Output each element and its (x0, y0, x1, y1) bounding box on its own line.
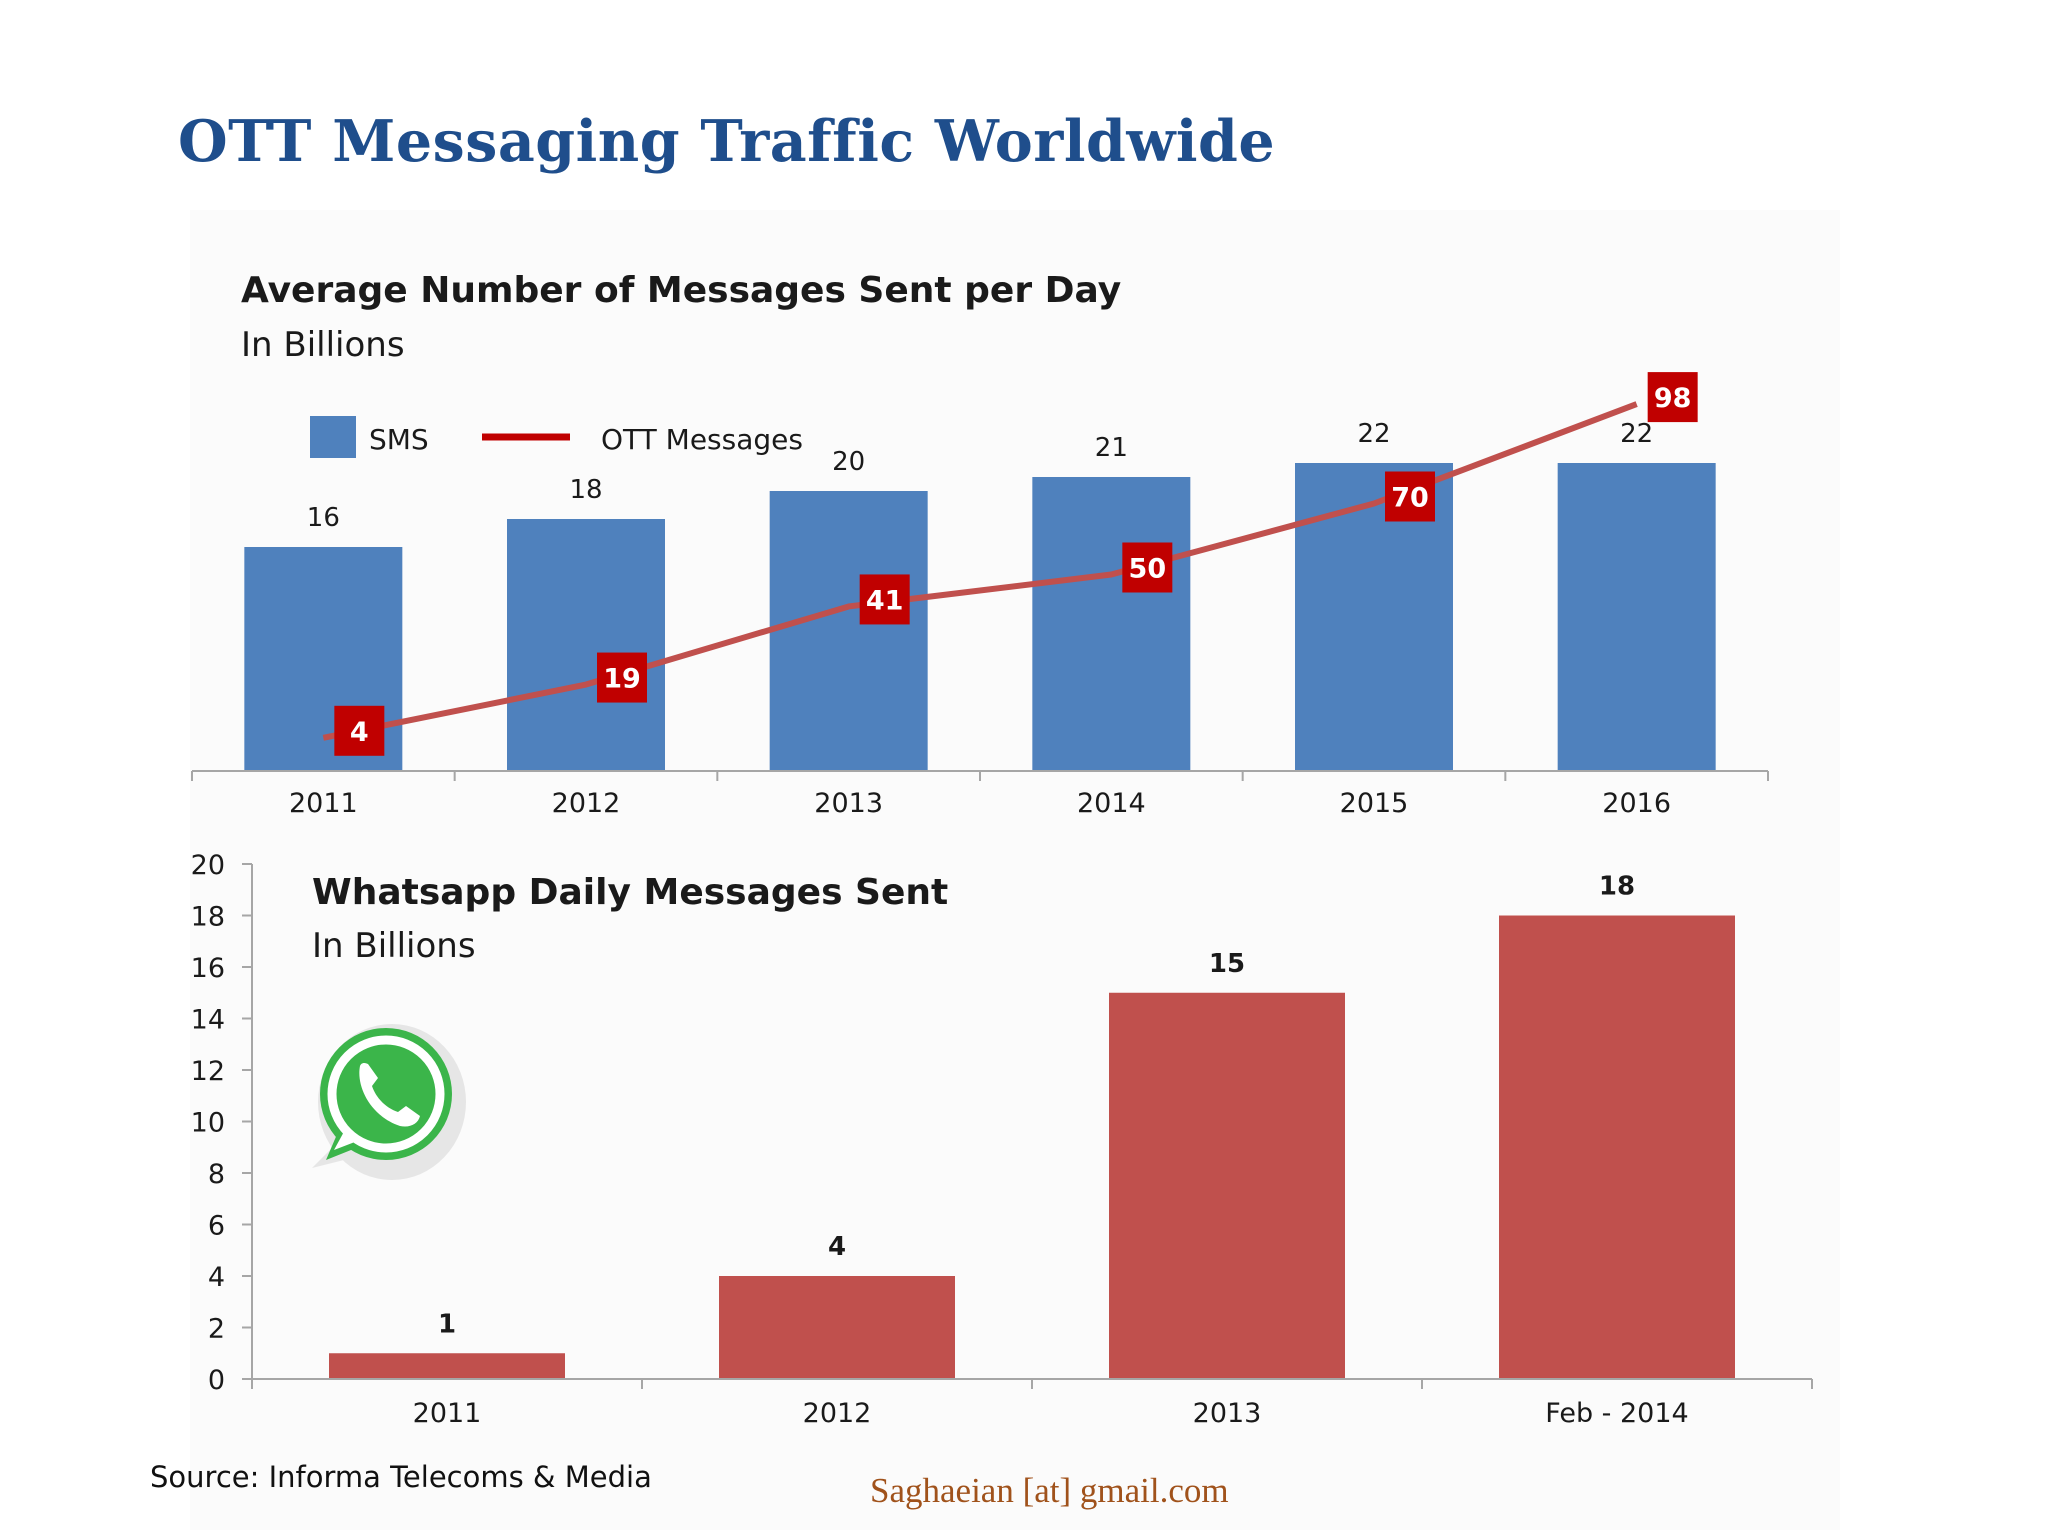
sms-value-label: 18 (569, 475, 602, 505)
whatsapp-y-tick-label: 18 (191, 902, 225, 933)
ott-value-label: 4 (350, 717, 369, 748)
top-chart-legend: SMS OTT Messages (310, 416, 803, 458)
sms-bar (1557, 463, 1716, 771)
sms-value-label: 22 (1620, 419, 1653, 449)
whatsapp-x-tick-label: 2013 (1193, 1398, 1262, 1429)
whatsapp-y-axis: 0 2 4 6 8 10 12 14 16 18 20 (191, 850, 253, 1396)
legend-label-sms: SMS (369, 423, 429, 456)
page-title: OTT Messaging Traffic Worldwide (178, 108, 1276, 175)
top-x-tick-label: 2011 (289, 788, 358, 819)
whatsapp-y-tick-label: 10 (191, 1108, 225, 1139)
sms-value-label: 22 (1357, 419, 1390, 449)
ott-value-badge (859, 574, 910, 625)
sms-bar (507, 519, 665, 771)
whatsapp-y-tick-label: 12 (191, 1056, 225, 1087)
sms-bars: 16 18 20 21 22 22 (244, 419, 1716, 771)
whatsapp-x-tick-label: Feb - 2014 (1545, 1398, 1688, 1429)
ott-value-badge (1647, 372, 1698, 423)
top-chart-title: Average Number of Messages Sent per Day (241, 270, 1121, 311)
whatsapp-value-label: 1 (438, 1309, 456, 1339)
whatsapp-y-tick-label: 4 (208, 1262, 225, 1293)
whatsapp-value-label: 15 (1209, 949, 1245, 979)
sms-bar (769, 491, 928, 771)
ott-value-label: 70 (1391, 483, 1429, 514)
whatsapp-y-tick-label: 0 (208, 1365, 225, 1396)
whatsapp-y-tick-label: 16 (191, 953, 225, 984)
ott-value-label: 98 (1654, 383, 1692, 414)
whatsapp-value-label: 18 (1599, 872, 1635, 902)
sms-value-label: 21 (1095, 433, 1128, 463)
whatsapp-value-label: 4 (828, 1232, 846, 1262)
sms-bar (1032, 477, 1191, 771)
top-chart-subtitle: In Billions (241, 325, 405, 365)
whatsapp-x-tick-label: 2011 (413, 1398, 482, 1429)
whatsapp-bar (1499, 915, 1735, 1379)
whatsapp-bar (329, 1353, 565, 1379)
whatsapp-y-tick-label: 2 (208, 1314, 225, 1345)
whatsapp-y-tick-label: 14 (191, 1005, 225, 1036)
bottom-chart-subtitle: In Billions (312, 926, 476, 966)
top-x-tick-label: 2013 (814, 788, 883, 819)
top-x-tick-label: 2016 (1602, 788, 1671, 819)
whatsapp-y-tick-label: 8 (208, 1159, 225, 1190)
legend-label-ott: OTT Messages (601, 423, 803, 456)
bottom-chart-title: Whatsapp Daily Messages Sent (312, 872, 948, 913)
whatsapp-bar (1109, 992, 1345, 1379)
sms-value-label: 20 (832, 447, 865, 477)
ott-line-series: 4 19 41 50 70 98 (322, 372, 1698, 756)
whatsapp-logo-icon (312, 1024, 466, 1180)
top-x-axis: 2011 2012 2013 2014 2015 2016 (191, 770, 1769, 819)
whatsapp-x-axis: 2011 2012 2013 Feb - 2014 (251, 1378, 1813, 1429)
top-x-tick-label: 2014 (1077, 788, 1146, 819)
ott-value-label: 41 (866, 585, 904, 616)
top-x-tick-label: 2015 (1340, 788, 1409, 819)
ott-value-label: 50 (1129, 554, 1167, 585)
author-credit: Saghaeian [at] gmail.com (870, 1471, 1229, 1510)
legend-swatch-sms (310, 416, 356, 458)
ott-value-label: 19 (603, 664, 641, 695)
ott-value-badge (597, 652, 647, 703)
whatsapp-y-tick-label: 6 (208, 1211, 225, 1242)
whatsapp-bars: 1 4 15 18 (329, 872, 1735, 1379)
ott-sms-chart: Average Number of Messages Sent per Day … (191, 270, 1769, 819)
ott-value-badge (1385, 471, 1435, 522)
top-x-tick-label: 2012 (552, 788, 621, 819)
whatsapp-x-tick-label: 2012 (803, 1398, 872, 1429)
whatsapp-bar (719, 1276, 955, 1379)
source-note: Source: Informa Telecoms & Media (150, 1460, 652, 1494)
ott-value-badge (334, 705, 385, 756)
whatsapp-y-tick-label: 20 (191, 850, 225, 881)
sms-value-label: 16 (307, 503, 340, 533)
ott-value-badge (1122, 542, 1173, 593)
